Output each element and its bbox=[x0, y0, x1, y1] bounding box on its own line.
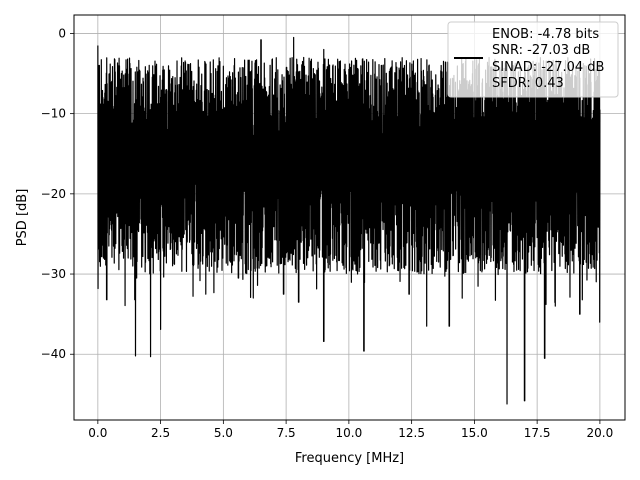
plot-frame bbox=[73, 14, 626, 421]
y-tick-label: 0 bbox=[58, 26, 66, 40]
legend-sinad: SINAD: -27.04 dB bbox=[492, 60, 604, 75]
x-tick-label: 12.5 bbox=[398, 426, 425, 440]
legend-box bbox=[447, 21, 619, 98]
psd-series-line bbox=[97, 36, 601, 405]
y-tick-label: −10 bbox=[41, 107, 66, 121]
y-axis-ticks: 0 −10 −20 −30 −40 bbox=[41, 26, 74, 361]
x-axis-label: Frequency [MHz] bbox=[295, 451, 404, 466]
x-tick-label: 7.5 bbox=[277, 426, 296, 440]
y-tick-label: −40 bbox=[41, 347, 66, 361]
y-axis-label: PSD [dB] bbox=[15, 189, 30, 247]
x-tick-label: 15.0 bbox=[461, 426, 488, 440]
x-tick-label: 0.0 bbox=[88, 426, 107, 440]
legend-snr: SNR: -27.03 dB bbox=[492, 43, 590, 58]
x-tick-label: 10.0 bbox=[336, 426, 363, 440]
x-tick-label: 5.0 bbox=[214, 426, 233, 440]
legend-enob: ENOB: -4.78 bits bbox=[492, 27, 599, 42]
legend-sfdr: SFDR: 0.43 bbox=[492, 76, 564, 91]
legend: ENOB: -4.78 bits SNR: -27.03 dB SINAD: -… bbox=[447, 21, 619, 98]
x-axis-ticks: 0.0 2.5 5.0 7.5 10.0 12.5 15.0 17.5 20.0 bbox=[88, 420, 613, 440]
x-tick-label: 17.5 bbox=[524, 426, 551, 440]
y-tick-label: −20 bbox=[41, 187, 66, 201]
x-tick-label: 2.5 bbox=[151, 426, 170, 440]
x-tick-label: 20.0 bbox=[587, 426, 614, 440]
y-tick-label: −30 bbox=[41, 267, 66, 281]
